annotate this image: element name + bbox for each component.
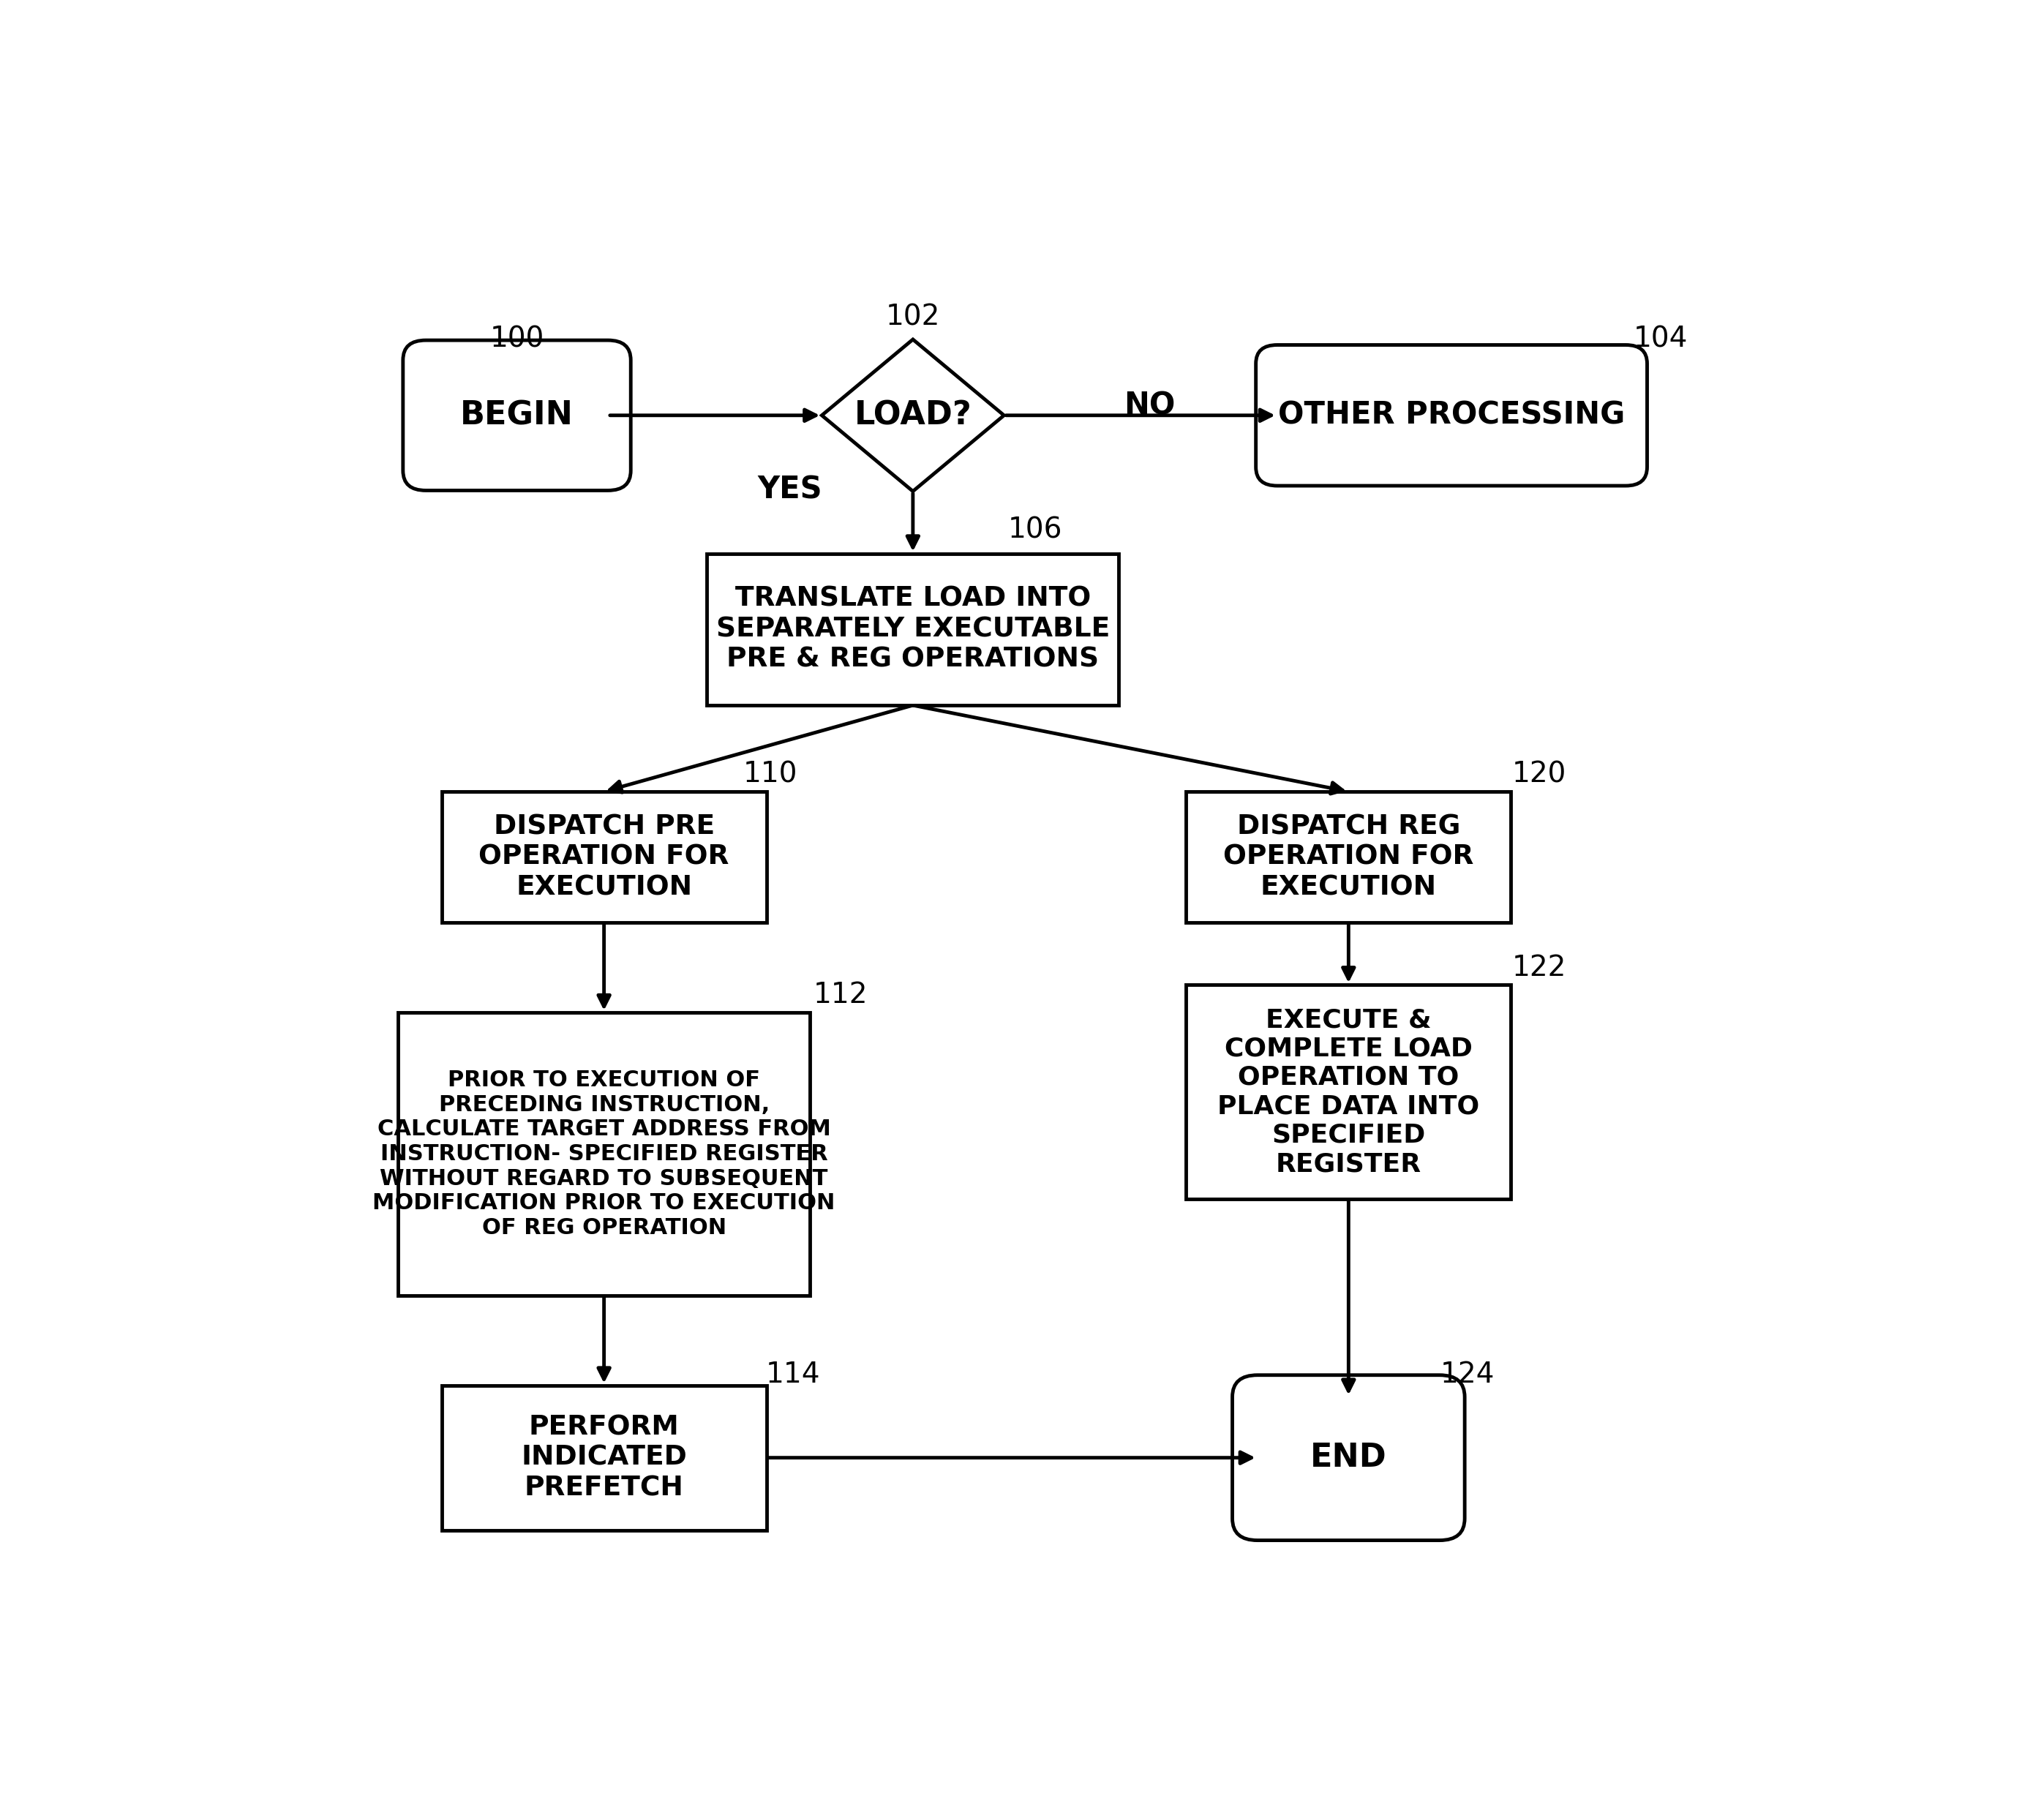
Text: 104: 104 (1633, 325, 1688, 353)
FancyBboxPatch shape (1233, 1375, 1466, 1540)
Text: 102: 102 (885, 303, 940, 332)
Text: NO: NO (1124, 391, 1175, 421)
Bar (1186, 791, 1511, 923)
Text: PRIOR TO EXECUTION OF
PRECEDING INSTRUCTION,
CALCULATE TARGET ADDRESS FROM
INSTR: PRIOR TO EXECUTION OF PRECEDING INSTRUCT… (372, 1070, 836, 1239)
FancyBboxPatch shape (1255, 344, 1647, 486)
Text: 110: 110 (744, 760, 797, 789)
Text: 120: 120 (1513, 760, 1566, 789)
Text: 114: 114 (766, 1361, 820, 1388)
Text: 122: 122 (1513, 954, 1566, 981)
Text: 106: 106 (1008, 516, 1063, 543)
Bar (399, 1013, 809, 1296)
Polygon shape (822, 339, 1004, 491)
Text: PERFORM
INDICATED
PREFETCH: PERFORM INDICATED PREFETCH (521, 1415, 687, 1501)
Text: BEGIN: BEGIN (460, 400, 574, 430)
Text: END: END (1310, 1442, 1386, 1474)
Text: DISPATCH PRE
OPERATION FOR
EXECUTION: DISPATCH PRE OPERATION FOR EXECUTION (478, 814, 730, 900)
Text: DISPATCH REG
OPERATION FOR
EXECUTION: DISPATCH REG OPERATION FOR EXECUTION (1222, 814, 1474, 900)
Text: OTHER PROCESSING: OTHER PROCESSING (1278, 400, 1625, 430)
Bar (442, 1386, 766, 1529)
Text: 124: 124 (1441, 1361, 1494, 1388)
Text: YES: YES (758, 475, 822, 506)
Text: 112: 112 (814, 981, 867, 1009)
Text: EXECUTE &
COMPLETE LOAD
OPERATION TO
PLACE DATA INTO
SPECIFIED
REGISTER: EXECUTE & COMPLETE LOAD OPERATION TO PLA… (1218, 1008, 1480, 1176)
Bar (442, 791, 766, 923)
Text: 100: 100 (491, 325, 544, 353)
Bar (707, 554, 1118, 705)
Text: TRANSLATE LOAD INTO
SEPARATELY EXECUTABLE
PRE & REG OPERATIONS: TRANSLATE LOAD INTO SEPARATELY EXECUTABL… (715, 586, 1110, 672)
Text: LOAD?: LOAD? (854, 400, 971, 430)
FancyBboxPatch shape (403, 341, 632, 491)
Bar (1186, 984, 1511, 1200)
